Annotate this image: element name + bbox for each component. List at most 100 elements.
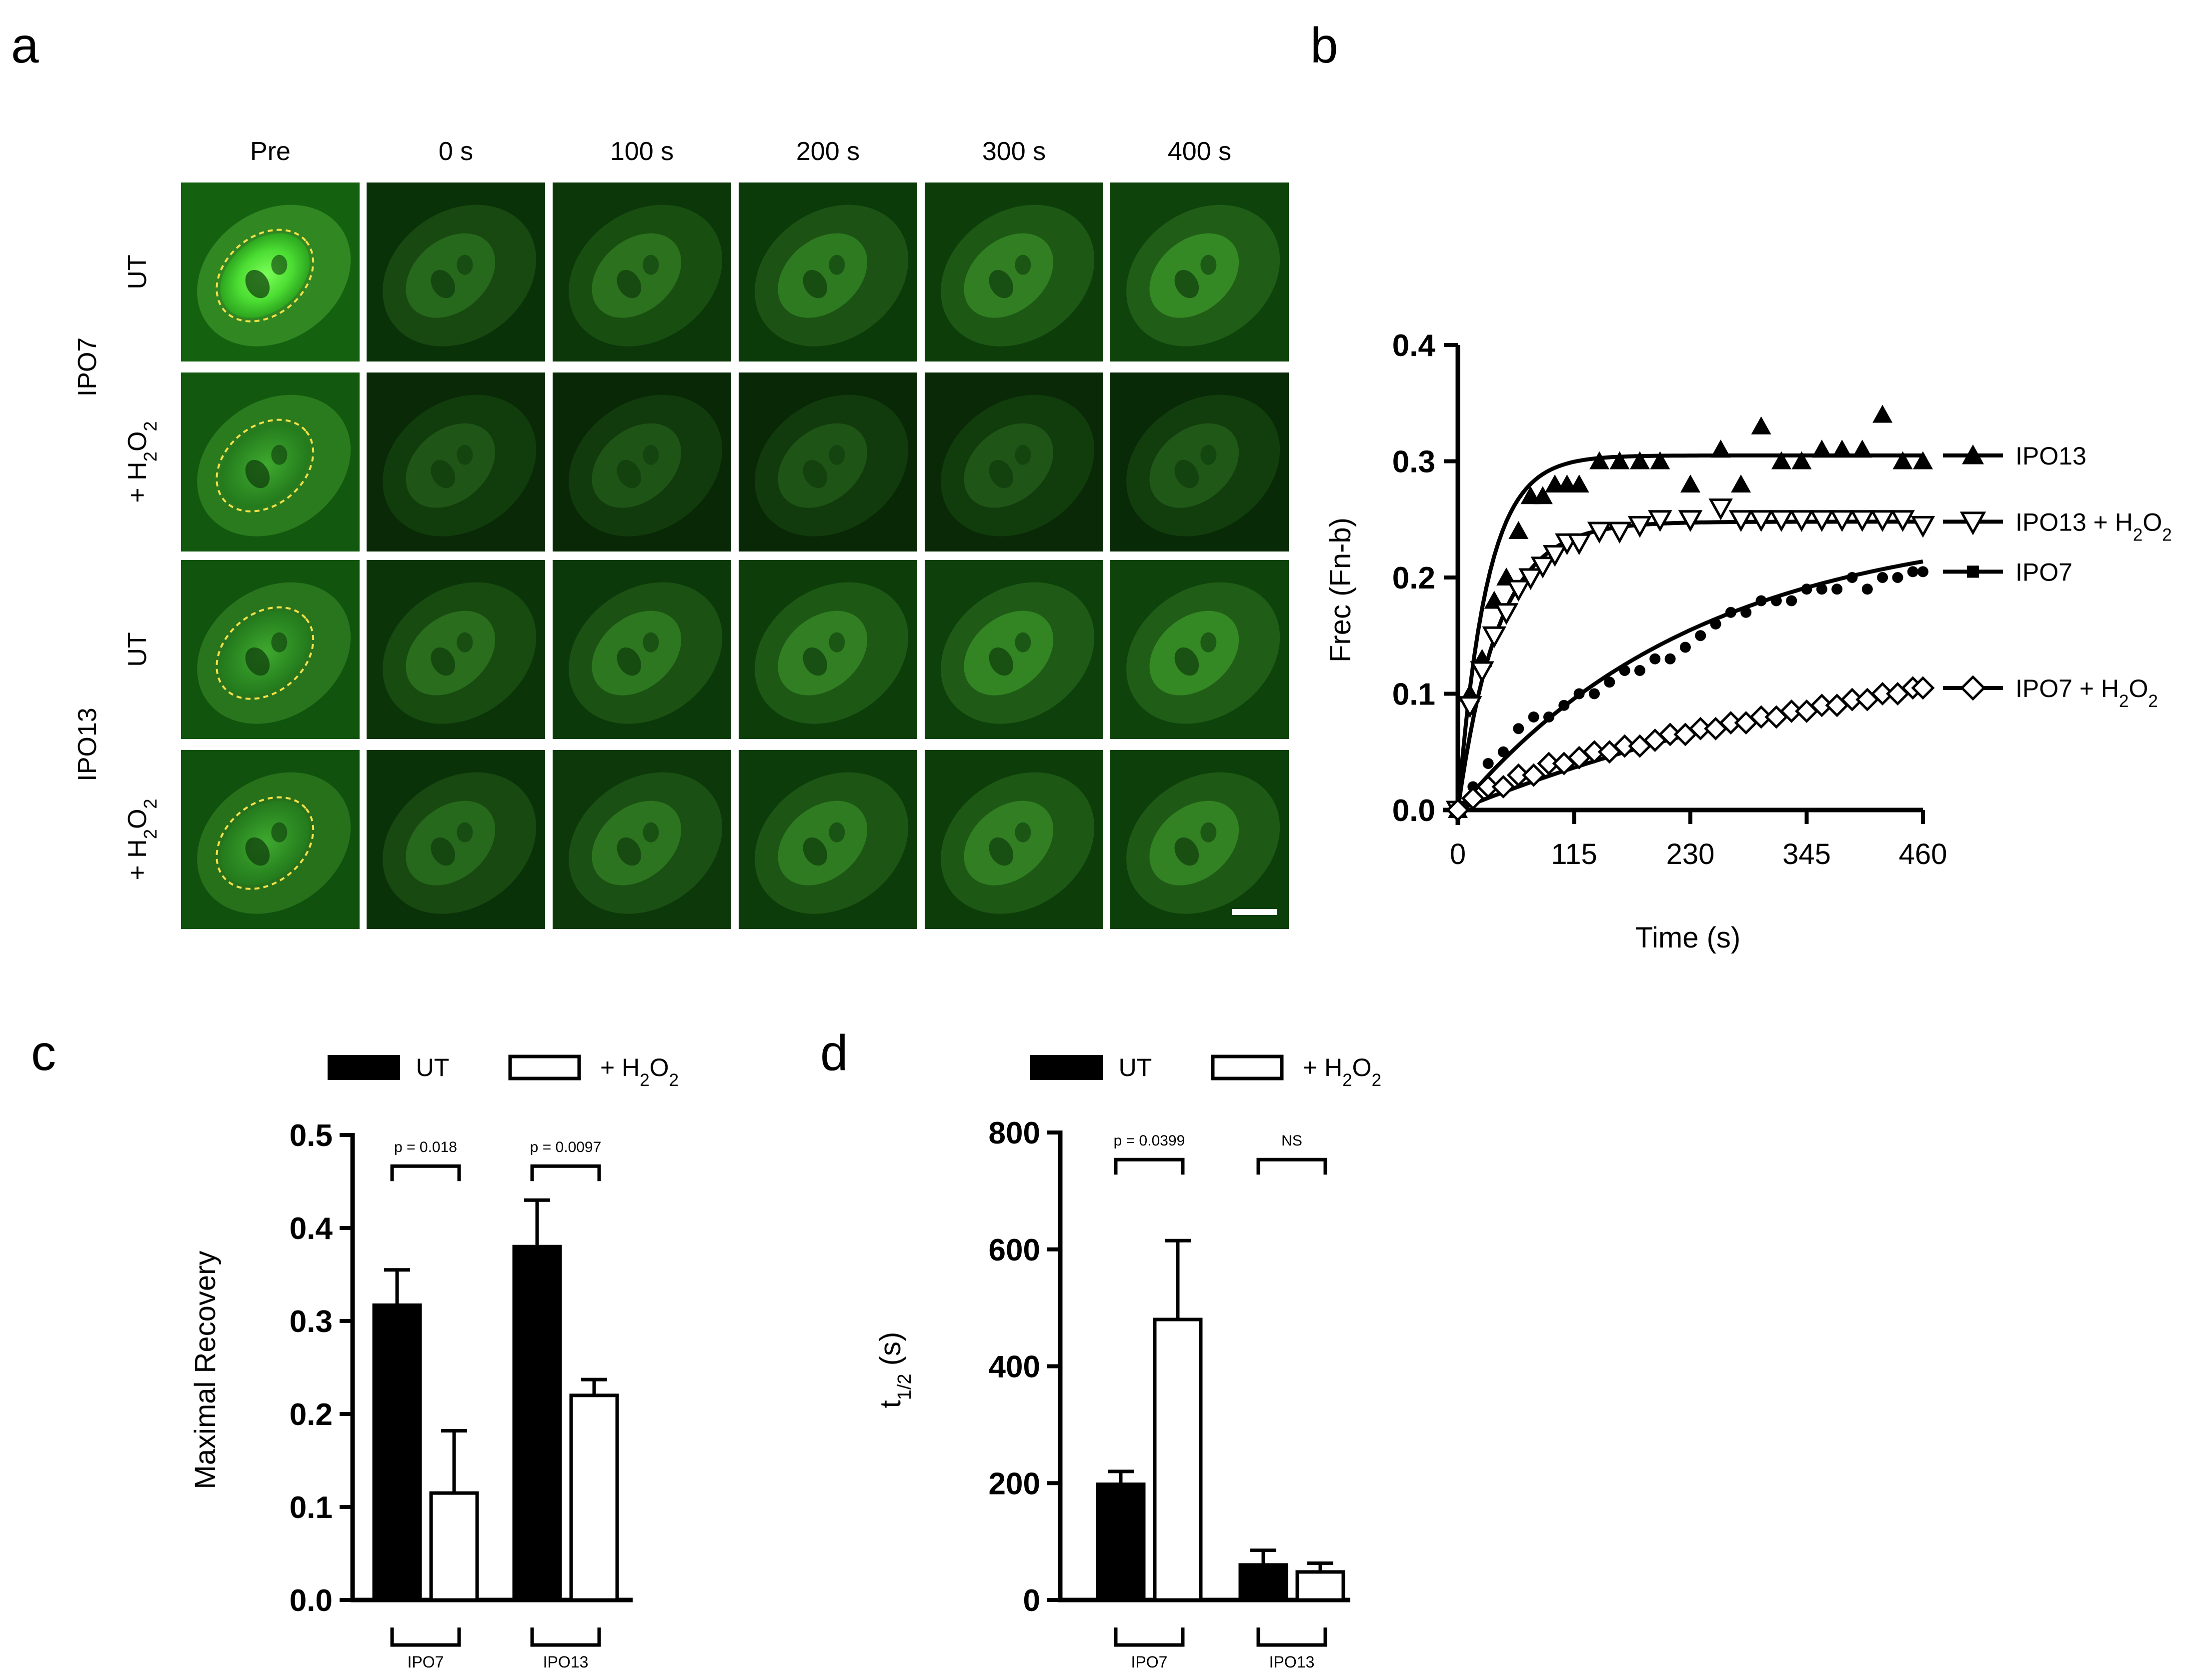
microscopy-image (181, 560, 360, 739)
maximal-recovery-chart: Maximal Recovery UT + H2O20.00.10.20.30.4… (189, 1054, 679, 1671)
bleach-region-outline (216, 606, 315, 700)
microscopy-image (367, 560, 545, 739)
label-prefix: + H (123, 839, 152, 880)
nucleolus (1200, 444, 1217, 465)
nucleus (778, 233, 868, 318)
data-point (1816, 584, 1827, 595)
column-header: Pre (250, 137, 291, 166)
label-prefix: IPO13 + H (2015, 508, 2133, 536)
data-point (1840, 688, 1864, 712)
data-point (1917, 566, 1928, 578)
x-tick-label: 460 (1899, 838, 1947, 870)
data-point (1461, 786, 1485, 810)
nucleus (778, 423, 868, 508)
nucleolus (643, 254, 659, 275)
nucleolus (431, 270, 456, 298)
nucleolus (643, 632, 659, 652)
label-o: O (123, 809, 152, 829)
data-point (1779, 699, 1803, 723)
row-label: UT (123, 254, 152, 289)
data-point (1627, 516, 1652, 538)
nucleolus (1174, 837, 1199, 866)
data-point (1664, 653, 1676, 664)
microscopy-image (553, 182, 731, 362)
data-point (1582, 740, 1606, 764)
bar-ipo7-ut (1096, 1482, 1146, 1602)
y-tick-label: 0.3 (1392, 445, 1435, 480)
data-point (1710, 618, 1721, 630)
nucleus (406, 800, 496, 886)
data-point (1587, 522, 1612, 544)
nucleolus (829, 822, 845, 842)
column-header: 300 s (982, 137, 1046, 166)
y-tick-label: 0.3 (290, 1304, 333, 1339)
nucleus (592, 800, 682, 886)
data-point (1852, 440, 1872, 458)
nucleus (964, 800, 1054, 886)
nucleus (406, 233, 496, 318)
data-point (1680, 474, 1700, 492)
nucleolus (1200, 254, 1217, 275)
data-point (1528, 712, 1539, 722)
data-point (1648, 510, 1672, 532)
nucleolus (245, 647, 270, 676)
column-header: 200 s (796, 137, 860, 166)
data-point (1518, 568, 1543, 590)
data-point (1861, 584, 1873, 595)
significance-label: NS (1281, 1132, 1302, 1149)
microscopy-image (925, 750, 1103, 929)
data-point (1688, 716, 1712, 740)
data-point (1870, 682, 1894, 706)
data-point (1508, 521, 1529, 539)
data-point (1846, 572, 1858, 583)
x-tick-label: 345 (1782, 838, 1831, 870)
data-point (1482, 626, 1507, 648)
category-label: IPO13 (543, 1653, 589, 1671)
label-prefix: + H (600, 1054, 640, 1082)
data-point (1870, 510, 1895, 532)
nucleolus (803, 837, 828, 866)
x-tick-label: 0 (1450, 838, 1466, 870)
legend-swatch-ut (328, 1055, 400, 1080)
legend-swatch-h2o2 (508, 1054, 581, 1080)
data-point (1789, 510, 1814, 532)
nucleolus (829, 444, 845, 465)
significance-label: p = 0.0399 (1114, 1132, 1185, 1149)
fit-curve-ipo7 (1456, 559, 1923, 812)
y-tick-label: 0.2 (290, 1398, 333, 1432)
nucleolus (1174, 460, 1199, 488)
data-point (1695, 630, 1706, 642)
nucleolus (245, 460, 270, 488)
category-bracket (1256, 1628, 1327, 1647)
microscopy-image (739, 750, 917, 929)
y-tick-label: 0.1 (290, 1490, 333, 1525)
data-point (1892, 451, 1913, 470)
microscopy-image (181, 750, 360, 929)
category-label: IPO7 (408, 1653, 444, 1671)
data-point (1530, 556, 1555, 578)
microscopy-image (739, 182, 917, 362)
significance-bracket (1114, 1158, 1185, 1175)
significance-label: p = 0.0097 (530, 1139, 602, 1156)
nucleus (778, 610, 868, 696)
panel-label-d: d (820, 1025, 848, 1081)
label-o: O (2142, 508, 2162, 536)
data-point (1613, 734, 1637, 758)
column-header: 0 s (439, 137, 473, 166)
y-tick-label: 800 (989, 1116, 1040, 1150)
microscopy-image (367, 372, 545, 552)
nucleolus (829, 254, 845, 275)
subscript-2: 2 (2148, 691, 2157, 710)
x-axis-label: Time (s) (1635, 922, 1740, 954)
nucleolus (457, 444, 473, 465)
nucleolus (457, 632, 473, 652)
microscopy-image (739, 560, 917, 739)
nucleus (220, 233, 310, 318)
nucleus (592, 233, 682, 318)
label-prefix: + H (1303, 1054, 1342, 1082)
y-axis-label: t1/2 (s) (874, 1332, 915, 1408)
nucleus (406, 610, 496, 696)
microscopy-image (1110, 182, 1289, 362)
microscopy-image (181, 372, 360, 552)
